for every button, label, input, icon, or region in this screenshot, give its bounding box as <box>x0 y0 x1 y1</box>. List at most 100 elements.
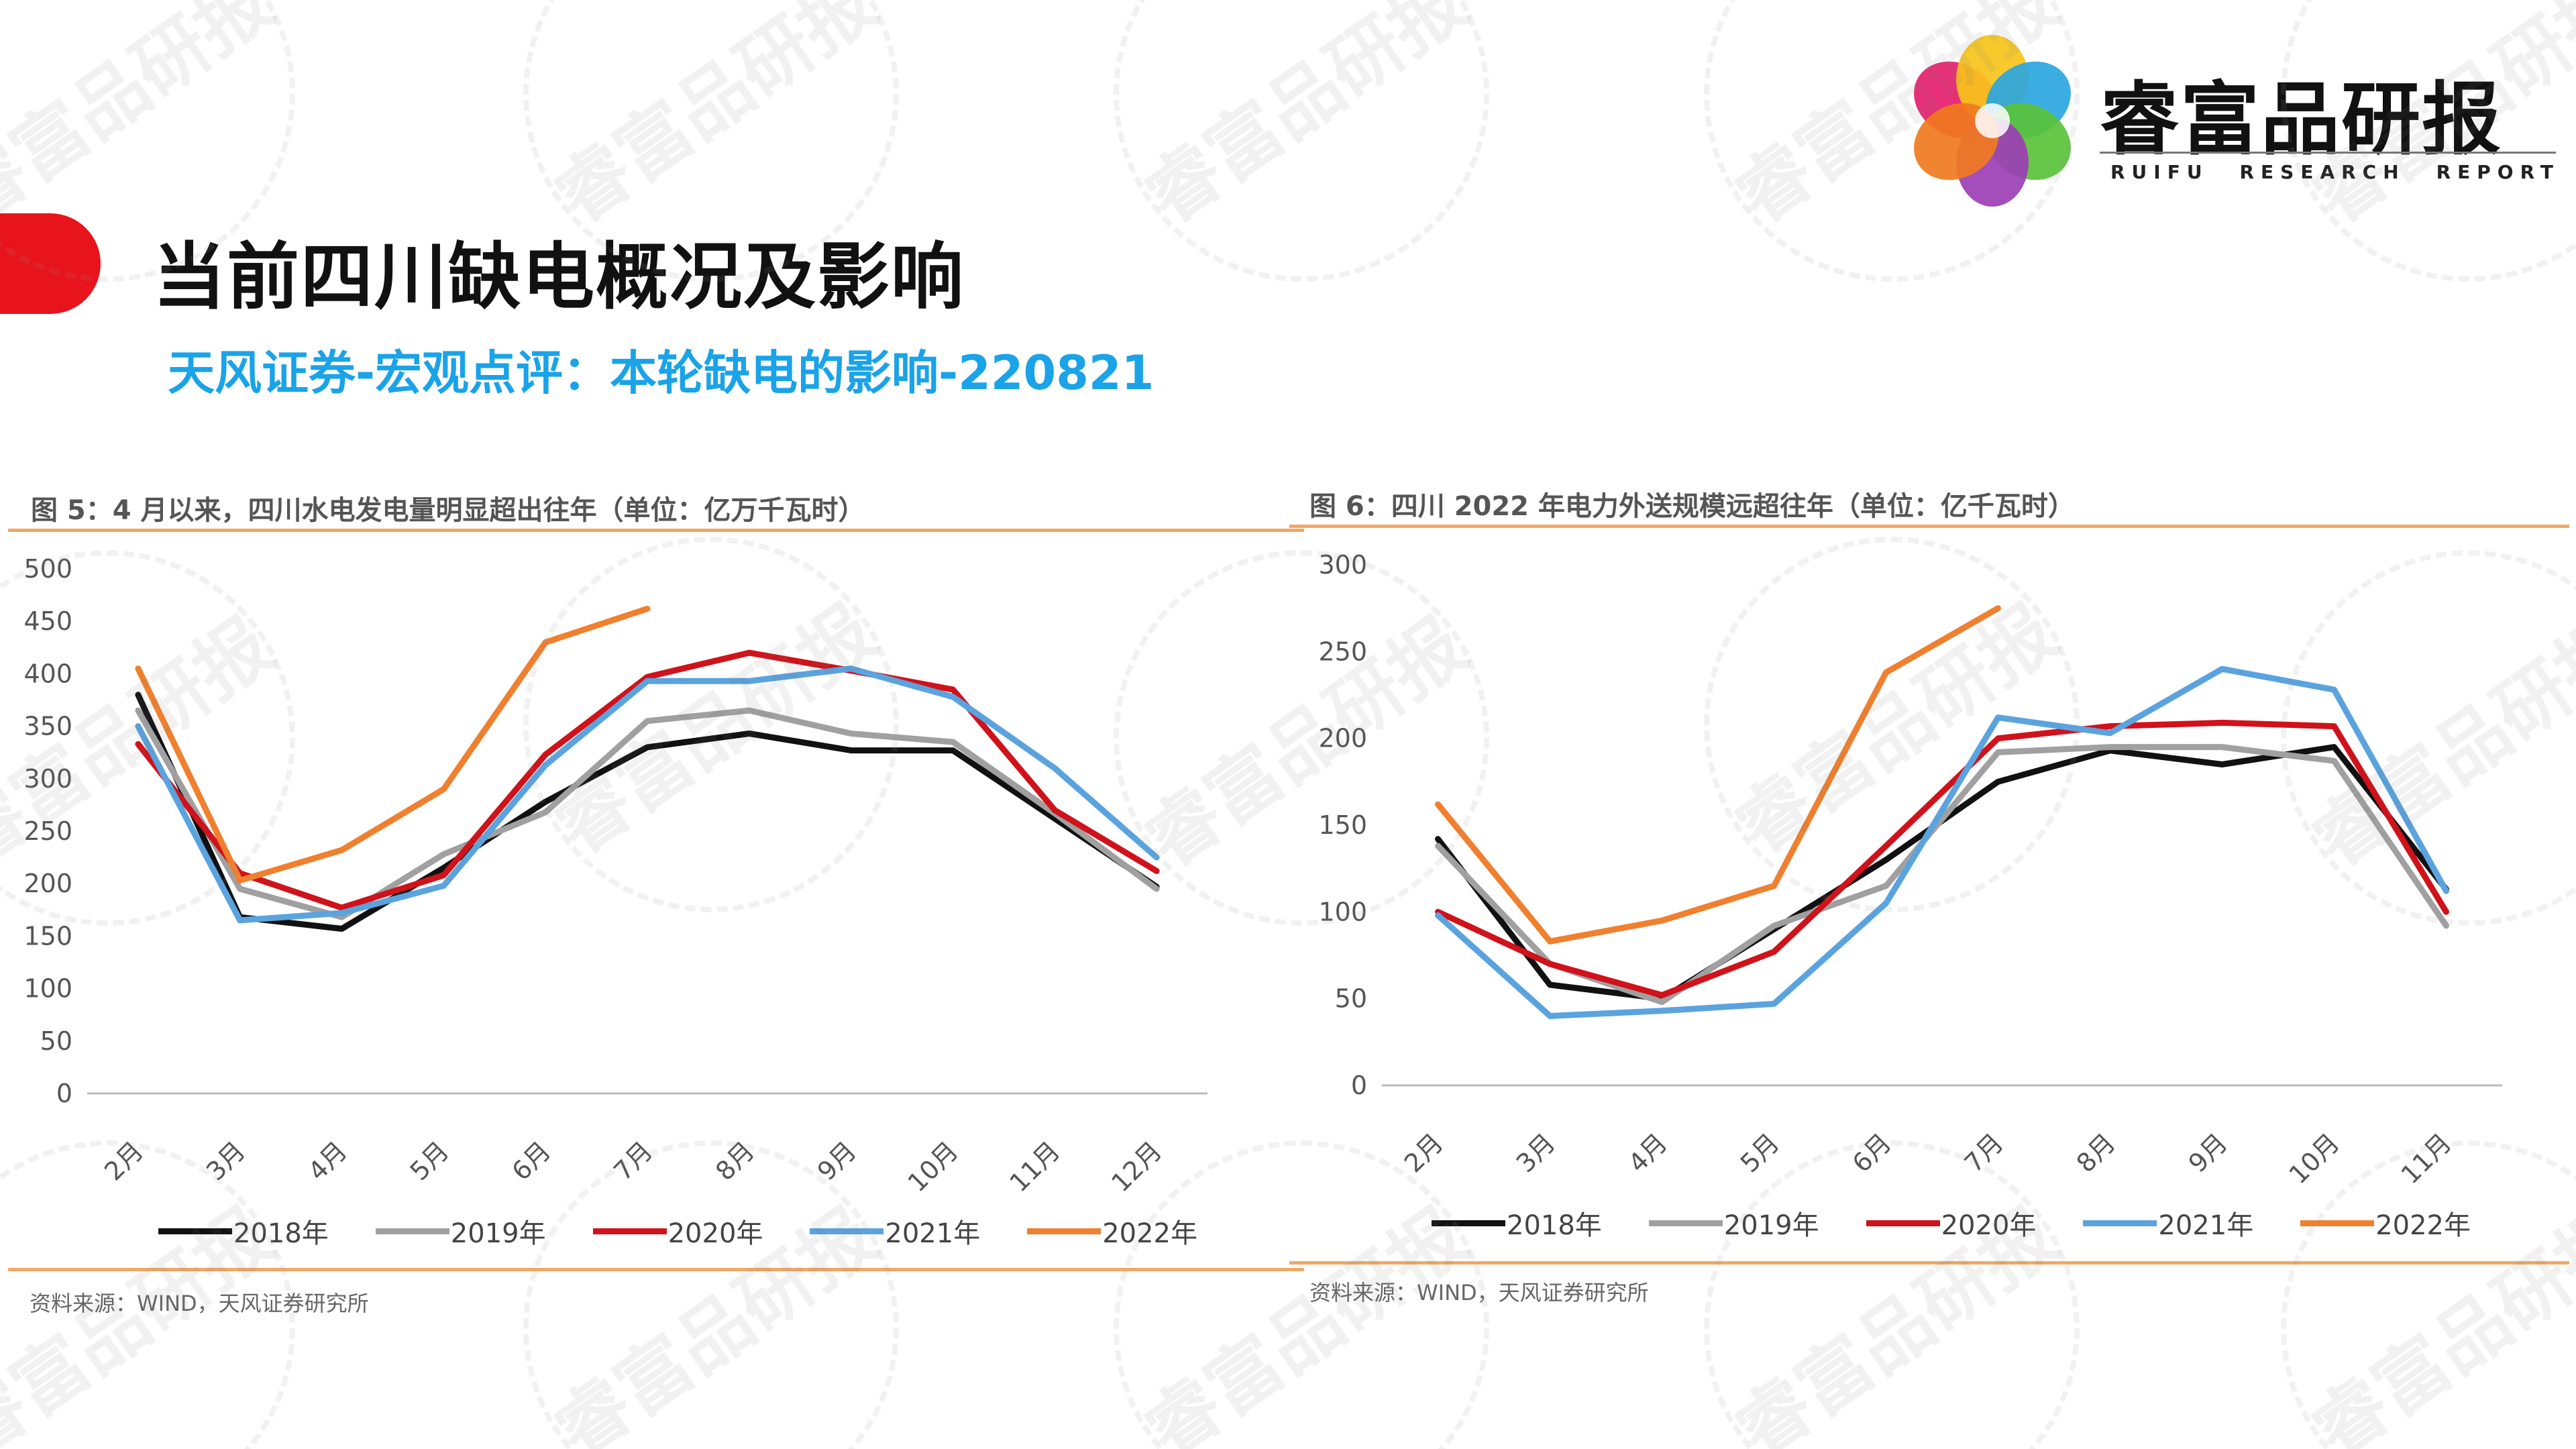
legend-label: 2020年 <box>667 1218 763 1249</box>
x-tick-label: 10月 <box>902 1136 964 1197</box>
series-line-2021年 <box>1435 665 2449 1019</box>
x-tick-label: 7月 <box>608 1136 658 1186</box>
logo-tagline-word: RESEARCH <box>2239 161 2406 183</box>
x-tick-label: 9月 <box>2183 1128 2233 1178</box>
x-tick-label: 8月 <box>2071 1128 2121 1178</box>
chart-panel-hydro-generation: 图 5：4 月以来，四川水电发电量明显超出往年（单位：亿万千瓦时） 0 50 100… <box>8 482 1304 1327</box>
legend-item: 2021年 <box>2083 1203 2253 1242</box>
y-tick-label: 50 <box>40 1026 72 1056</box>
x-tick-label: 2月 <box>99 1136 149 1186</box>
y-tick-label: 200 <box>23 869 72 898</box>
chart-source-rule <box>8 1268 1304 1271</box>
legend-label: 2020年 <box>1941 1210 2037 1241</box>
page-subtitle: 天风证券-宏观点评：本轮缺电的影响-220821 <box>168 345 1155 400</box>
legend-swatch <box>2083 1220 2157 1226</box>
y-tick-label: 450 <box>23 606 72 636</box>
clover-logo-icon <box>1914 35 2071 207</box>
x-tick-label: 6月 <box>506 1136 556 1186</box>
y-tick-label: 150 <box>1318 810 1367 840</box>
x-tick-label: 3月 <box>201 1136 251 1186</box>
y-tick-label: 250 <box>23 816 72 846</box>
x-tick-label: 7月 <box>1959 1128 2009 1178</box>
chart-title: 图 6：四川 2022 年电力外送规模远超往年（单位：亿千瓦时） <box>1309 491 2075 522</box>
legend-label: 2018年 <box>1507 1210 1602 1241</box>
legend-swatch <box>592 1228 667 1234</box>
legend-item: 2018年 <box>158 1212 329 1250</box>
legend-label: 2018年 <box>233 1218 329 1249</box>
chart-panel-power-export: 图 6：四川 2022 年电力外送规模远超往年（单位：亿千瓦时） 0 50 100 1… <box>1289 478 2569 1323</box>
x-tick-label: 11月 <box>1004 1136 1065 1197</box>
watermark-text: 睿富品研报 <box>539 0 891 241</box>
legend-label: 2022年 <box>1102 1218 1197 1249</box>
y-tick-label: 0 <box>56 1079 72 1108</box>
x-tick-label: 9月 <box>812 1136 862 1186</box>
title-accent-tab <box>0 213 101 314</box>
legend-label: 2019年 <box>450 1218 546 1249</box>
logo-tagline: RUIFU RESEARCH REPORT <box>2110 161 2560 183</box>
legend-item: 2022年 <box>1027 1212 1197 1250</box>
x-tick-label: 8月 <box>710 1136 760 1186</box>
chart-title: 图 5：4 月以来，四川水电发电量明显超出往年（单位：亿万千瓦时） <box>31 495 865 526</box>
brand-logo: 睿富品研报 RUIFU RESEARCH REPORT <box>1898 27 2569 215</box>
legend-label: 2021年 <box>2158 1210 2254 1241</box>
legend-label: 2021年 <box>885 1218 981 1249</box>
legend-item: 2021年 <box>810 1212 980 1250</box>
legend-item: 2019年 <box>375 1212 546 1250</box>
series-line-2022年 <box>1435 605 2001 945</box>
y-tick-label: 250 <box>1318 637 1367 666</box>
x-tick-label: 11月 <box>2396 1128 2457 1189</box>
watermark-text: 睿富品研报 <box>1129 0 1481 241</box>
y-tick-label: 0 <box>1351 1071 1367 1100</box>
x-tick-label: 10月 <box>2284 1128 2345 1189</box>
x-tick-label: 6月 <box>1847 1128 1897 1178</box>
series-line-2020年 <box>1435 719 2449 998</box>
legend-swatch <box>1432 1220 1505 1226</box>
legend-swatch <box>375 1228 449 1234</box>
legend-swatch <box>810 1228 884 1234</box>
x-tick-label: 3月 <box>1511 1128 1561 1178</box>
chart-legend: 2018年 2019年 2020年 2021年 2022年 <box>158 1212 1244 1250</box>
chart-source: 资料来源：WIND，天风证券研究所 <box>30 1291 369 1316</box>
watermark-stamp: 睿富品研报 <box>1114 0 1489 282</box>
series-line-2020年 <box>135 649 1160 911</box>
page-title: 当前四川缺电概况及影响 <box>153 235 965 319</box>
x-tick-label: 12月 <box>1106 1136 1167 1197</box>
legend-swatch <box>1866 1220 1940 1226</box>
legend-item: 2018年 <box>1432 1203 1602 1242</box>
series-line-2021年 <box>135 665 1160 924</box>
y-tick-label: 100 <box>23 974 72 1004</box>
logo-center <box>1975 103 2010 138</box>
series-line-2018年 <box>1435 744 2449 1002</box>
y-tick-label: 100 <box>1318 897 1367 926</box>
legend-item: 2020年 <box>1866 1203 2037 1242</box>
x-tick-label: 5月 <box>405 1136 455 1186</box>
chart-title-rule <box>8 529 1304 532</box>
series-line-2019年 <box>135 707 1160 920</box>
series-line-2018年 <box>135 692 1160 932</box>
y-tick-label: 300 <box>23 764 72 794</box>
chart-legend: 2018年 2019年 2020年 2021年 2022年 <box>1432 1203 2518 1242</box>
chart-source-rule <box>1289 1261 2569 1265</box>
chart-plot: 0 50 100 150 200 250 300 2月 3月 4月 5月 6月 7月 8月 9月 10月 11月 <box>1318 550 2502 1189</box>
y-tick-label: 150 <box>23 921 72 951</box>
x-tick-label: 2月 <box>1399 1128 1449 1178</box>
series-line-2019年 <box>1435 744 2449 1006</box>
y-tick-label: 200 <box>1318 724 1367 753</box>
y-tick-label: 400 <box>23 659 72 688</box>
y-tick-label: 50 <box>1335 984 1367 1014</box>
y-tick-label: 300 <box>1318 550 1367 580</box>
logo-tagline-word: RUIFU <box>2110 161 2209 183</box>
y-tick-label: 350 <box>23 712 72 741</box>
x-tick-label: 4月 <box>1623 1128 1673 1178</box>
legend-label: 2022年 <box>2375 1210 2471 1241</box>
legend-swatch <box>158 1228 232 1234</box>
watermark-text: 睿富品研报 <box>0 0 287 241</box>
logo-name: 睿富品研报 <box>2100 73 2503 166</box>
legend-item: 2020年 <box>592 1212 763 1250</box>
legend-swatch <box>1648 1220 1723 1226</box>
legend-swatch <box>2300 1220 2375 1226</box>
y-tick-label: 500 <box>23 554 72 584</box>
legend-item: 2019年 <box>1648 1203 1819 1242</box>
logo-tagline-word: REPORT <box>2436 161 2560 183</box>
legend-swatch <box>1027 1228 1102 1234</box>
